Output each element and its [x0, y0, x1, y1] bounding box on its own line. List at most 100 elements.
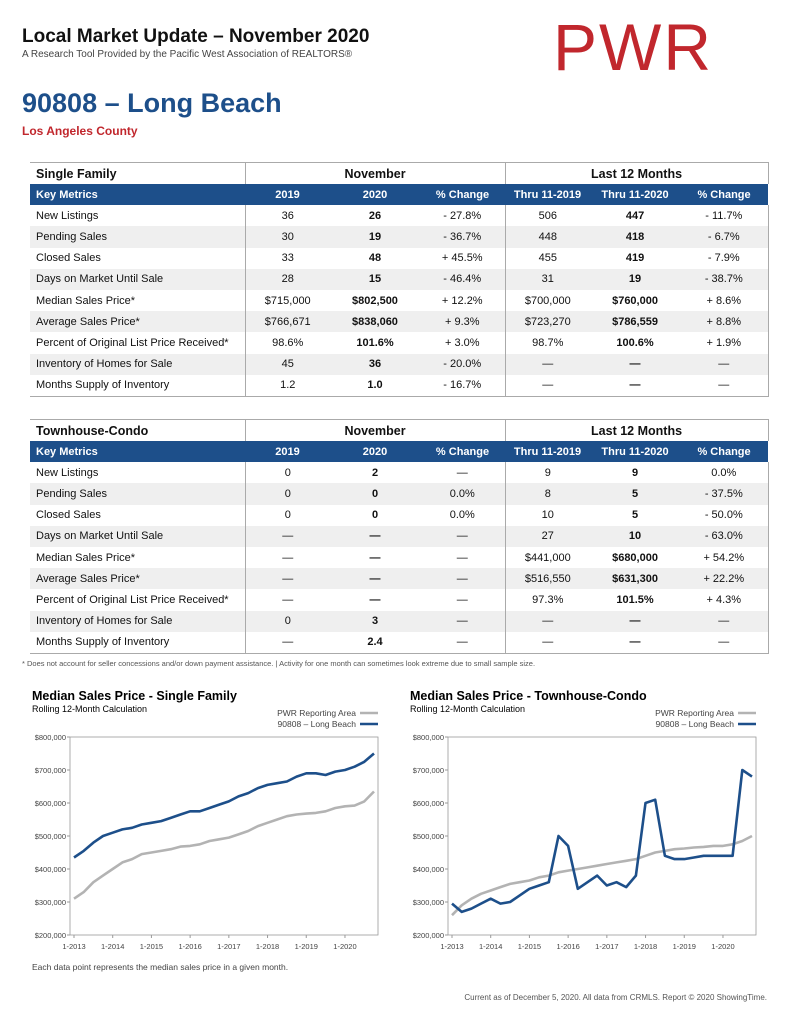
- group-header: Last 12 Months: [504, 419, 769, 441]
- x-tick-label: 1-2014: [101, 942, 124, 951]
- subtitle: A Research Tool Provided by the Pacific …: [22, 49, 353, 60]
- column-header: Thru 11-2020: [590, 184, 681, 206]
- cell: 5: [590, 483, 681, 505]
- cell: - 6.7%: [680, 226, 769, 248]
- y-tick-label: $400,000: [35, 865, 66, 874]
- x-tick-label: 1-2018: [634, 942, 657, 951]
- series-line: [451, 834, 753, 917]
- x-tick-label: 1-2014: [479, 942, 502, 951]
- series-line: [451, 768, 753, 914]
- y-tick-label: $800,000: [413, 733, 444, 742]
- cell: - 11.7%: [680, 205, 769, 227]
- row: Inventory of Homes for Sale 0 3— — — —: [30, 610, 769, 632]
- row: Inventory of Homes for Sale 45 36- 20.0% — —…: [30, 353, 769, 375]
- cell: 0.0%: [680, 462, 769, 484]
- cell: 1.2: [244, 374, 330, 397]
- y-tick-label: $500,000: [413, 832, 444, 841]
- cell: $516,550: [504, 568, 591, 590]
- cell: 418: [590, 226, 681, 248]
- cell: + 54.2%: [680, 546, 769, 569]
- row: Average Sales Price* — — — $516,550 $631,300 +…: [30, 568, 769, 590]
- column-header: % Change: [420, 441, 506, 463]
- cell: 31: [504, 268, 591, 290]
- cell: Pending Sales: [30, 483, 245, 505]
- group-header: Last 12 Months: [504, 162, 769, 184]
- row: Days on Market Until Sale 28 15- 46.4% 31 19…: [30, 268, 769, 290]
- cell: + 12.2%: [441, 294, 483, 307]
- cell: $838,060: [330, 311, 420, 333]
- cell: 0: [244, 483, 330, 505]
- cell: —: [590, 374, 681, 397]
- cell: —: [504, 374, 591, 397]
- cell: Percent of Original List Price Received*: [36, 336, 229, 349]
- cell: 36: [244, 205, 330, 227]
- cell: 0.0%: [420, 483, 506, 505]
- cell: $715,000: [244, 289, 330, 312]
- x-tick-label: 1-2020: [711, 942, 734, 951]
- y-tick-label: $200,000: [35, 931, 66, 940]
- cell: New Listings: [36, 209, 99, 222]
- column-header: % Change: [680, 441, 769, 463]
- cell: 0: [244, 462, 330, 484]
- x-tick-label: 1-2020: [333, 942, 356, 951]
- row: Closed Sales 0 0 0.0% 10 5 - 50.0%: [30, 504, 769, 526]
- cell: —: [330, 525, 420, 547]
- metrics-table: Townhouse-Condo November Last 12 Months Key…: [30, 419, 769, 654]
- cell: Months Supply of Inventory: [30, 374, 245, 397]
- legend-label: 90808 – Long Beach: [278, 719, 357, 729]
- column-header: Key Metrics: [30, 184, 245, 206]
- cell: $786,559: [590, 311, 681, 333]
- cell: 33: [244, 247, 330, 269]
- x-tick-label: 1-2013: [62, 942, 85, 951]
- cell: 2: [371, 466, 379, 479]
- cell: - 16.7%: [420, 374, 506, 397]
- column-header: 2020: [330, 441, 420, 463]
- cell: 9: [631, 466, 639, 479]
- cell: $760,000: [612, 294, 658, 307]
- cell: 3: [330, 610, 420, 632]
- plot-frame: [69, 736, 379, 936]
- cell: 0: [371, 509, 379, 522]
- cell: —: [420, 525, 506, 547]
- cell: Median Sales Price*: [36, 551, 136, 564]
- cell: —: [456, 551, 468, 564]
- cell: Average Sales Price*: [30, 311, 245, 333]
- cell: 8: [504, 483, 591, 505]
- group-row: Townhouse-Condo November Last 12 Months: [30, 419, 769, 441]
- x-tick-label: 1-2016: [556, 942, 579, 951]
- cell: $700,000: [504, 289, 591, 312]
- chart-subtitle: Rolling 12-Month Calculation: [32, 704, 147, 714]
- cell: —: [590, 353, 681, 375]
- cell: 0: [330, 483, 420, 505]
- cell: 19: [590, 268, 681, 290]
- column-header: Key Metrics: [30, 441, 245, 463]
- cell: 448: [504, 226, 591, 248]
- y-tick-label: $300,000: [413, 898, 444, 907]
- column-header: % Change: [420, 184, 506, 206]
- row: Pending Sales 0 0 0.0% 8 5- 37.5%: [30, 483, 769, 505]
- plot-frame: [447, 736, 757, 936]
- row: Percent of Original List Price Received*…: [30, 589, 769, 611]
- cell: - 7.9%: [680, 247, 769, 269]
- y-tick-label: $400,000: [413, 865, 444, 874]
- y-tick-label: $600,000: [413, 799, 444, 808]
- footnote: * Does not account for seller concession…: [22, 659, 536, 668]
- column-header: 2019: [245, 441, 330, 463]
- footer: Current as of December 5, 2020. All data…: [464, 993, 767, 1002]
- header-row: Key Metrics 2019 2020% Change Thru 11-2019 T…: [30, 184, 769, 206]
- cell: 98.6%: [244, 332, 330, 354]
- cell: - 38.7%: [680, 268, 769, 290]
- x-tick-label: 1-2017: [595, 942, 618, 951]
- group-header: November: [244, 162, 506, 184]
- cell: Closed Sales: [36, 509, 101, 522]
- row: Pending Sales 30 19- 36.7% 448 418- 6.7%: [30, 226, 769, 248]
- column-header: 2020: [330, 184, 420, 206]
- cell: 28: [244, 268, 330, 290]
- row: Median Sales Price* — — — $441,000 $680,000 + …: [30, 546, 769, 569]
- cell: —: [330, 568, 420, 590]
- x-tick-label: 1-2013: [440, 942, 463, 951]
- cell: + 4.3%: [680, 589, 769, 611]
- cell: 447: [625, 209, 645, 222]
- x-tick-label: 1-2016: [178, 942, 201, 951]
